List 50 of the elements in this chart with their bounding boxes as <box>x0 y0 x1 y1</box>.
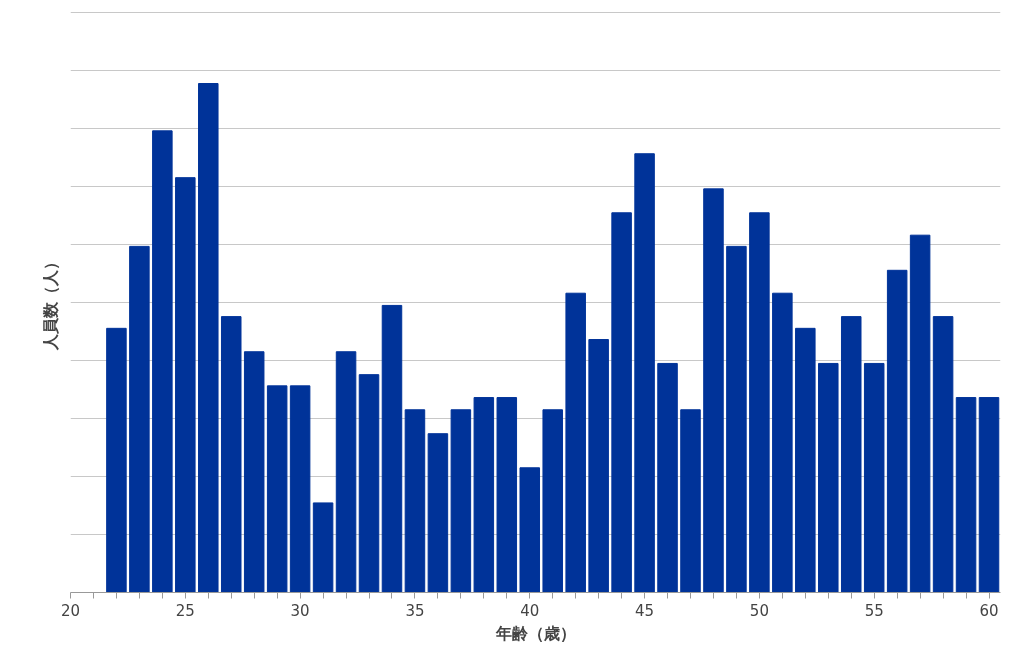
x-tick-label: 35 <box>405 601 425 620</box>
bar <box>863 362 885 593</box>
bar <box>588 339 609 593</box>
bar <box>289 385 311 593</box>
bar <box>886 269 908 593</box>
bar <box>266 385 288 593</box>
bar <box>312 502 334 593</box>
x-axis-title: 年齢（歳） <box>494 623 576 643</box>
bar <box>932 316 954 593</box>
bar <box>198 83 219 593</box>
bar <box>955 397 977 593</box>
x-tick-label: 25 <box>175 601 195 620</box>
bar <box>703 188 724 593</box>
bar <box>565 292 586 593</box>
x-tick-label: 45 <box>635 601 655 620</box>
bar <box>175 177 196 593</box>
bar <box>726 245 747 593</box>
bar <box>542 409 563 593</box>
bar <box>818 362 839 593</box>
bar <box>152 130 173 593</box>
bar <box>220 316 242 593</box>
bar <box>519 467 541 593</box>
bar <box>611 212 632 593</box>
x-tick-label: 20 <box>60 601 81 620</box>
x-tick-label: 30 <box>290 601 310 620</box>
x-tick-label: 40 <box>520 601 540 620</box>
bar <box>129 245 150 593</box>
bar <box>772 292 793 593</box>
bar <box>381 304 403 593</box>
x-tick-label: 55 <box>864 601 884 620</box>
x-tick-label: 60 <box>979 601 999 620</box>
bar <box>680 409 701 593</box>
bar <box>358 374 380 593</box>
y-axis-title: 人員数（人） <box>40 253 60 351</box>
bar <box>427 433 449 593</box>
bar <box>450 409 472 593</box>
bar <box>749 212 770 593</box>
bar <box>404 409 426 593</box>
bar <box>243 351 265 593</box>
bar <box>335 351 357 593</box>
bar <box>106 327 127 593</box>
bar <box>473 397 495 593</box>
bar <box>496 397 518 593</box>
bar <box>909 234 931 593</box>
bar <box>978 397 1000 593</box>
bar <box>634 153 655 593</box>
bar <box>840 316 862 593</box>
bar <box>657 362 678 593</box>
bar <box>795 327 816 593</box>
x-tick-label: 50 <box>749 601 769 620</box>
